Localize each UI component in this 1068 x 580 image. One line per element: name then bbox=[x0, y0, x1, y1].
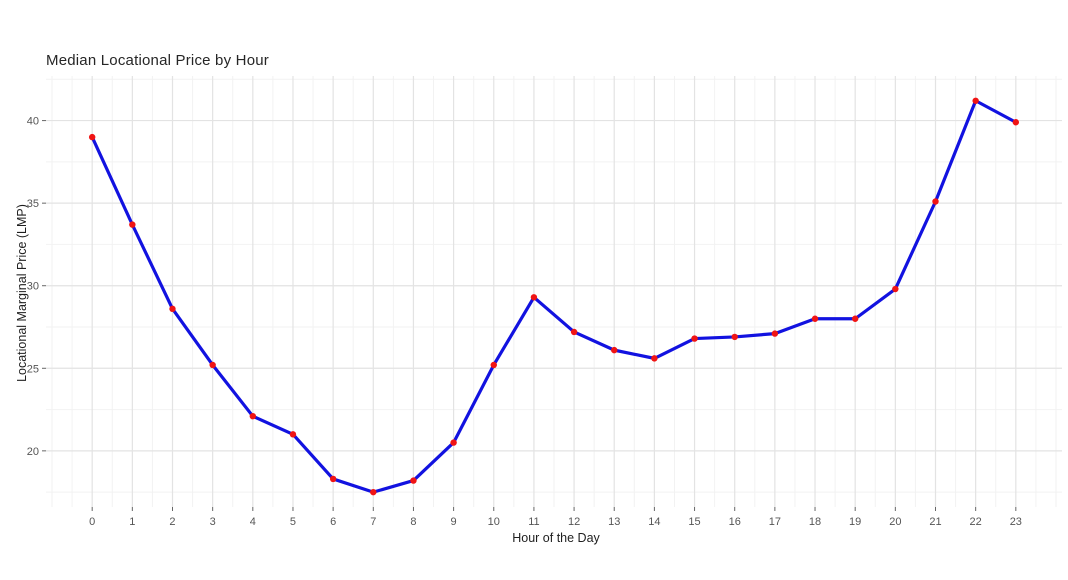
y-tick-label: 20 bbox=[27, 446, 39, 458]
x-tick-label: 6 bbox=[330, 516, 336, 528]
data-point bbox=[129, 221, 136, 228]
x-tick-label: 22 bbox=[970, 516, 982, 528]
data-point bbox=[410, 477, 417, 484]
data-point bbox=[530, 294, 538, 301]
data-point bbox=[329, 475, 337, 483]
x-tick-label: 8 bbox=[410, 516, 416, 528]
x-tick-label: 20 bbox=[889, 516, 901, 528]
data-point bbox=[209, 361, 216, 369]
data-point bbox=[450, 439, 457, 446]
x-tick-label: 17 bbox=[769, 516, 781, 528]
data-point bbox=[611, 346, 618, 354]
data-point bbox=[570, 328, 578, 336]
x-tick-label: 0 bbox=[89, 516, 95, 528]
x-tick-label: 3 bbox=[210, 516, 216, 528]
data-point bbox=[731, 333, 738, 341]
lmp-line bbox=[90, 99, 1018, 494]
x-tick-label: 18 bbox=[809, 516, 821, 528]
data-point bbox=[88, 133, 96, 141]
x-tick-label: 16 bbox=[729, 516, 741, 528]
data-point bbox=[892, 285, 899, 293]
x-tick-label: 7 bbox=[370, 516, 376, 528]
data-point bbox=[691, 335, 698, 342]
x-tick-label: 10 bbox=[488, 516, 500, 528]
x-tick-label: 11 bbox=[528, 516, 539, 528]
x-tick-label: 2 bbox=[169, 516, 175, 528]
chart-title: Median Locational Price by Hour bbox=[46, 52, 269, 69]
data-point bbox=[169, 305, 176, 313]
x-axis-title: Hour of the Day bbox=[512, 531, 600, 545]
data-point bbox=[811, 315, 819, 322]
x-tick-label: 1 bbox=[129, 516, 135, 528]
data-point bbox=[289, 431, 297, 438]
y-tick-label: 30 bbox=[27, 281, 39, 293]
x-tick-label: 9 bbox=[451, 516, 457, 528]
data-point bbox=[370, 488, 377, 496]
x-tick-label: 14 bbox=[648, 516, 660, 528]
x-tick-label: 5 bbox=[290, 516, 296, 528]
data-point bbox=[490, 361, 497, 369]
x-tick-label: 13 bbox=[608, 516, 620, 528]
y-tick-label: 35 bbox=[27, 198, 39, 210]
data-point bbox=[1012, 119, 1020, 126]
x-tick-label: 15 bbox=[688, 516, 700, 528]
x-tick-label: 23 bbox=[1010, 516, 1022, 528]
data-point bbox=[651, 355, 658, 362]
x-tick-label: 19 bbox=[849, 516, 861, 528]
data-point bbox=[851, 315, 859, 322]
y-axis-title: Locational Marginal Price (LMP) bbox=[15, 204, 29, 382]
data-point bbox=[932, 198, 939, 205]
data-point bbox=[249, 412, 257, 420]
data-point bbox=[771, 330, 779, 337]
y-tick-label: 40 bbox=[27, 116, 39, 128]
x-tick-label: 21 bbox=[929, 516, 941, 528]
data-point bbox=[972, 97, 979, 104]
y-tick-label: 25 bbox=[27, 363, 39, 375]
x-tick-label: 12 bbox=[568, 516, 580, 528]
x-tick-label: 4 bbox=[250, 516, 256, 528]
